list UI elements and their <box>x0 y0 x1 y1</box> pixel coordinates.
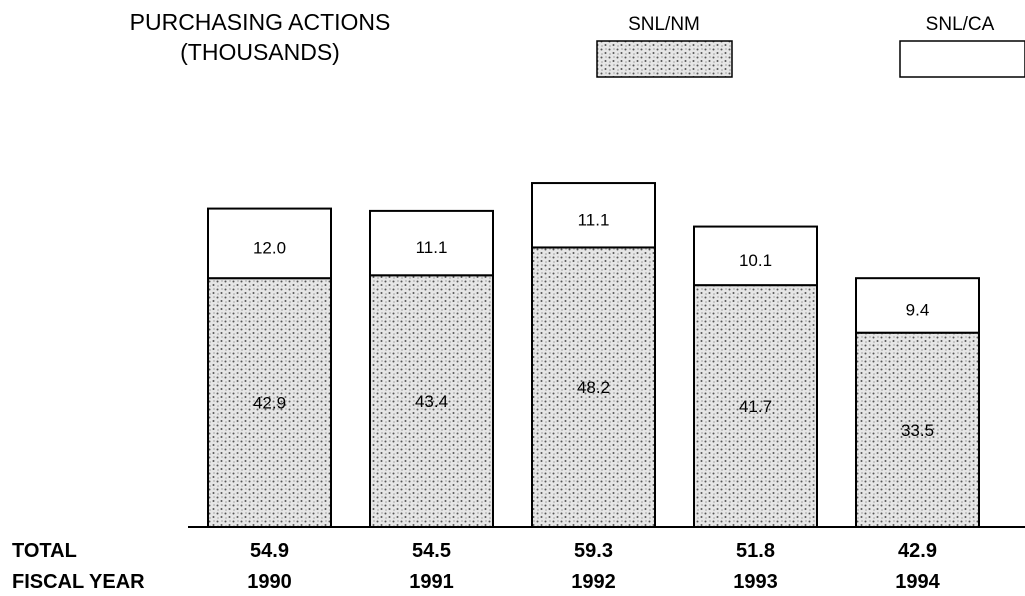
chart-title-line-2: (THOUSANDS) <box>180 39 340 65</box>
fiscal-year-tick-1990: 1990 <box>247 571 292 593</box>
fiscal-year-tick-1991: 1991 <box>409 571 454 593</box>
total-value-1990: 54.9 <box>250 540 289 562</box>
total-value-1993: 51.8 <box>736 540 775 562</box>
data-label-snl-ca-1993: 10.1 <box>739 251 772 270</box>
fiscal-year-tick-1994: 1994 <box>895 571 940 593</box>
total-value-1991: 54.5 <box>412 540 451 562</box>
data-label-snl-nm-1991: 43.4 <box>415 392 448 411</box>
data-label-snl-ca-1994: 9.4 <box>906 300 930 319</box>
bar-snl-ca-1992 <box>531 182 656 249</box>
bar-snl-ca-1991 <box>369 209 494 277</box>
data-label-snl-nm-1993: 41.7 <box>739 397 772 416</box>
bar-snl-ca-1994 <box>855 277 980 334</box>
fiscal-year-tick-1993: 1993 <box>733 571 778 593</box>
table-rows: 54.9 1990 54.5 1991 59.3 1992 51.8 1993 42.9 1994 <box>247 540 940 593</box>
bar-snl-ca-1990 <box>207 207 332 280</box>
data-label-snl-ca-1992: 11.1 <box>578 210 610 229</box>
total-value-1992: 59.3 <box>574 540 613 562</box>
fiscal-year-row-label: FISCAL YEAR <box>12 571 145 593</box>
legend: SNL/NM SNL/CA <box>596 14 1025 78</box>
bar-snl-nm-1992 <box>531 246 656 528</box>
total-value-1994: 42.9 <box>898 540 937 562</box>
data-label-snl-nm-1990: 42.9 <box>253 394 286 413</box>
bars-group: 42.9 12.0 43.4 11.1 48.2 11.1 41.7 10.1 33.5 9.4 <box>207 182 980 529</box>
data-label-snl-ca-1990: 12.0 <box>253 238 286 257</box>
bar-snl-ca-1993 <box>693 225 818 287</box>
bar-snl-nm-1990 <box>207 277 332 528</box>
data-label-snl-nm-1994: 33.5 <box>901 421 934 440</box>
legend-swatch-snl-ca <box>899 40 1025 78</box>
data-label-snl-ca-1991: 11.1 <box>416 238 448 257</box>
data-label-snl-nm-1992: 48.2 <box>577 378 610 397</box>
fiscal-year-tick-1992: 1992 <box>571 571 616 593</box>
legend-swatch-snl-nm <box>596 40 733 78</box>
total-row-label: TOTAL <box>12 540 77 562</box>
legend-label-snl-nm: SNL/NM <box>628 14 700 35</box>
chart-title-line-1: PURCHASING ACTIONS <box>130 9 391 35</box>
legend-label-snl-ca: SNL/CA <box>926 14 995 35</box>
